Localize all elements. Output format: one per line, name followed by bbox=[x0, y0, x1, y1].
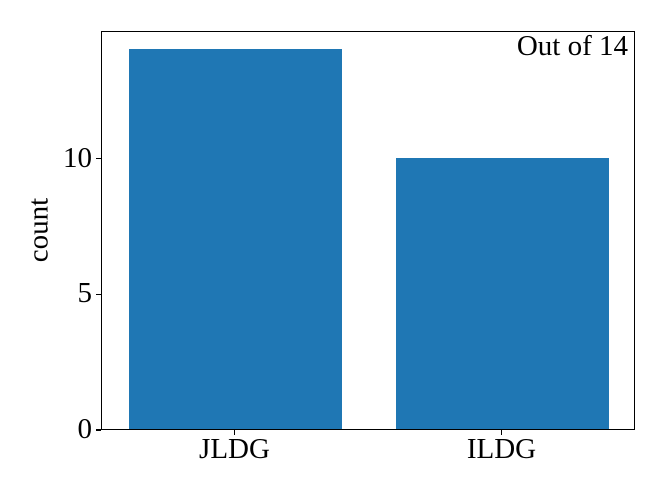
x-tick-label: JLDG bbox=[199, 433, 270, 465]
y-tick-label: 10 bbox=[63, 141, 92, 174]
y-tick-label: 0 bbox=[77, 412, 93, 445]
plot-area: Out of 14 bbox=[101, 30, 635, 430]
y-tick-mark bbox=[96, 429, 101, 431]
x-tick-mark bbox=[500, 430, 503, 435]
annotation-text: Out of 14 bbox=[516, 30, 628, 62]
y-tick-mark bbox=[96, 293, 101, 296]
bar-jldg bbox=[128, 49, 343, 429]
x-tick-mark bbox=[233, 430, 236, 435]
y-tick-label: 5 bbox=[77, 277, 93, 310]
bar-ildg bbox=[395, 157, 610, 429]
y-tick-mark bbox=[96, 157, 101, 160]
x-tick-label: ILDG bbox=[466, 433, 537, 465]
y-axis-label: count bbox=[22, 197, 55, 263]
